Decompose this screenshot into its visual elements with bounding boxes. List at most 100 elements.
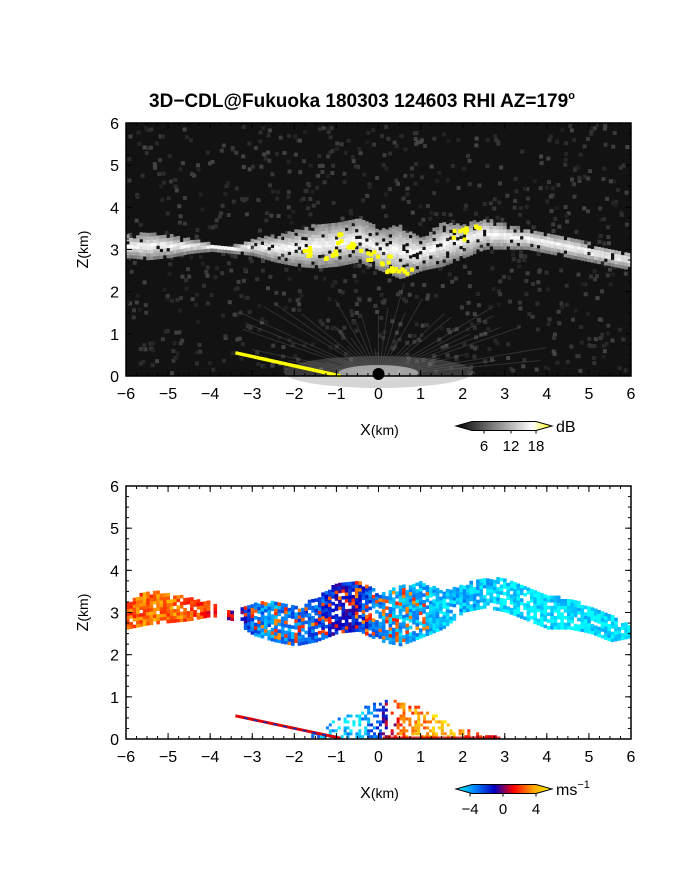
cloud-pixel <box>472 240 477 244</box>
velocity-cloud-pixel <box>469 584 473 588</box>
noise-pixel <box>406 356 411 361</box>
high-reflectivity <box>302 224 482 276</box>
cloud-pixel <box>567 240 571 245</box>
cloud-pixel <box>213 248 218 253</box>
velocity-cloud-pixel <box>139 592 144 597</box>
velocity-cloud-pixel <box>476 603 480 607</box>
velocity-cloud-pixel <box>163 616 167 621</box>
velocity-cloud-pixel <box>425 632 430 636</box>
velocity-cloud-pixel <box>395 631 399 636</box>
cloud-pixel <box>348 230 352 234</box>
velocity-cloud-pixel <box>513 588 517 593</box>
cloud-pixel <box>317 261 322 266</box>
velocity-cloud-pixel <box>553 595 558 600</box>
velocity-cloud-pixel <box>163 599 167 604</box>
cloud-pixel <box>412 250 416 254</box>
velocity-cloud-pixel <box>550 595 554 600</box>
noise-pixel <box>454 327 459 332</box>
noise-pixel <box>150 363 155 368</box>
cloud-pixel <box>476 245 480 250</box>
velocity-cloud-pixel <box>142 622 147 627</box>
cloud-pixel <box>452 224 457 229</box>
cloud-pixel <box>183 248 187 252</box>
noise-pixel <box>320 322 325 327</box>
cloud-pixel <box>590 259 595 263</box>
velocity-cloud-pixel <box>455 590 460 595</box>
cloud-pixel <box>398 241 403 246</box>
near-ground-velocity-pixel <box>399 729 403 733</box>
near-ground-velocity-pixel <box>343 717 347 721</box>
cloud-pixel <box>314 224 319 229</box>
noise-pixel <box>383 213 388 218</box>
cloud-pixel <box>371 240 376 245</box>
noise-pixel <box>251 245 256 250</box>
velocity-cloud-pixel <box>540 606 544 610</box>
cloud-pixel <box>519 232 524 237</box>
cloud-pixel <box>439 233 443 237</box>
noise-pixel <box>557 321 562 325</box>
velocity-cloud-pixel <box>381 632 386 637</box>
velocity-cloud-pixel <box>291 615 295 619</box>
cloud-pixel <box>415 235 420 240</box>
near-ground-velocity-pixel <box>390 732 394 736</box>
x-tick-label: 5 <box>584 386 593 403</box>
cloud-pixel <box>314 251 319 256</box>
velocity-cloud-pixel <box>516 586 521 591</box>
cloud-pixel <box>432 264 436 269</box>
noise-pixel <box>429 164 434 169</box>
cloud-pixel <box>580 253 585 258</box>
velocity-cloud-pixel <box>173 598 177 603</box>
velocity-cloud-pixel <box>385 606 389 610</box>
cloud-pixel <box>469 248 473 253</box>
noise-pixel <box>173 184 178 189</box>
noise-pixel <box>449 365 453 370</box>
velocity-cloud-pixel <box>405 596 409 601</box>
velocity-cloud-pixel <box>429 590 433 595</box>
noise-pixel <box>621 163 626 168</box>
cloud-pixel <box>459 225 463 230</box>
cloud-pixel <box>274 248 278 253</box>
noise-pixel <box>602 241 607 246</box>
high-reflectivity-pixel <box>463 230 468 235</box>
velocity-cloud-pixel <box>321 622 325 627</box>
velocity-cloud-pixel <box>516 583 521 588</box>
velocity-cloud-pixel <box>378 635 383 639</box>
velocity-cloud-pixel <box>455 587 460 592</box>
velocity-cloud-pixel <box>513 605 517 610</box>
noise-pixel <box>197 342 202 347</box>
cloud-pixel <box>526 242 531 247</box>
cloud-pixel <box>385 236 389 240</box>
velocity-cloud-pixel <box>277 622 282 627</box>
x-tick-label: −3 <box>243 386 261 403</box>
velocity-cloud-pixel <box>317 607 322 611</box>
near-ground-velocity-pixel <box>311 735 315 739</box>
cloud-pixel <box>432 254 436 259</box>
velocity-cloud-pixel <box>166 606 170 610</box>
velocity-cloud-pixel <box>270 637 275 642</box>
cloud-pixel <box>314 244 319 249</box>
noise-pixel <box>149 127 154 132</box>
cloud-pixel <box>392 238 396 243</box>
cloud-pixel <box>280 243 285 247</box>
y-tick-label: 5 <box>110 158 119 175</box>
velocity-cloud-pixel <box>351 628 356 633</box>
velocity-cloud-pixel <box>587 626 591 631</box>
velocity-cloud-pixel <box>392 638 396 642</box>
cloud-pixel <box>294 239 298 243</box>
velocity-cloud-pixel <box>321 595 325 600</box>
near-ground-velocity-pixel <box>440 729 444 733</box>
velocity-cloud-pixel <box>408 639 413 643</box>
velocity-cloud-pixel <box>600 628 605 632</box>
noise-pixel <box>445 353 450 358</box>
cloud-pixel <box>435 250 440 255</box>
velocity-cloud-pixel <box>435 625 440 629</box>
velocity-cloud-pixel <box>573 623 578 628</box>
velocity-cloud-pixel <box>314 625 319 629</box>
near-ground-velocity-pixel <box>461 729 465 733</box>
near-ground-velocity-pixel <box>381 705 385 709</box>
cloud-pixel <box>445 247 450 252</box>
noise-pixel <box>428 216 433 221</box>
cloud-pixel <box>567 247 571 252</box>
noise-pixel <box>589 129 594 134</box>
cloud-pixel <box>348 240 352 244</box>
